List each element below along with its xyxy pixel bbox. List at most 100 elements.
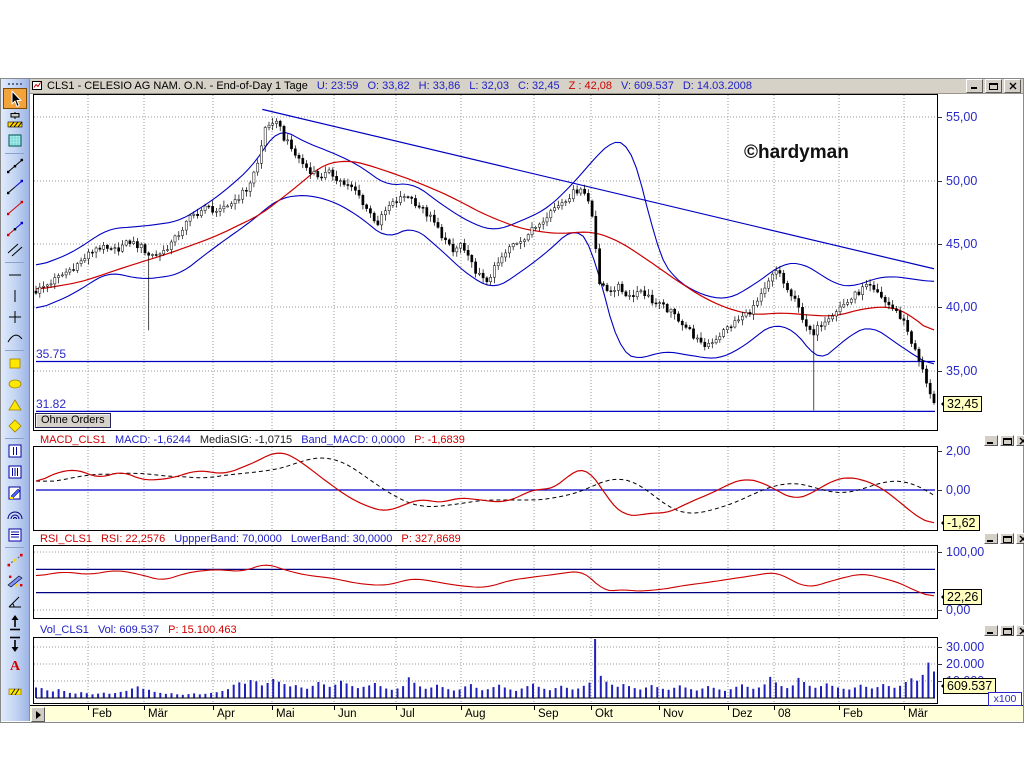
line-redblue-icon bbox=[5, 220, 25, 238]
macd-chart[interactable] bbox=[33, 446, 938, 531]
split3-icon bbox=[5, 463, 25, 481]
axis-tick bbox=[937, 552, 942, 553]
month-label: Okt bbox=[595, 708, 613, 720]
angle-tool[interactable] bbox=[3, 592, 27, 612]
window-close-button[interactable] bbox=[1004, 78, 1021, 93]
vol-pane-maximize-button[interactable] bbox=[1000, 625, 1014, 636]
price-axis-label: 55,00 bbox=[946, 110, 978, 124]
toolbar-separator bbox=[5, 262, 24, 263]
rsi-chart[interactable] bbox=[33, 545, 938, 619]
axis-tick bbox=[937, 664, 942, 665]
notes-tool[interactable] bbox=[3, 525, 27, 545]
month-tick bbox=[659, 706, 660, 710]
header-field: UppperBand: 70,0000 bbox=[174, 533, 282, 545]
axis-tick bbox=[937, 490, 942, 491]
cross-icon bbox=[5, 308, 25, 326]
header-field: V: 609.537 bbox=[621, 79, 674, 92]
header-field: RSI_CLS1 bbox=[40, 533, 92, 545]
volume-header: Vol_CLS1 Vol: 609.537 P: 15.100.463 bbox=[40, 624, 246, 636]
month-label: Apr bbox=[217, 708, 235, 720]
macd-header: MACD_CLS1 MACD: -1,6244 MediaSIG: -1,0715 B… bbox=[40, 434, 474, 446]
price-chart[interactable] bbox=[33, 94, 938, 431]
volume-chart[interactable] bbox=[33, 637, 938, 704]
split-two-tool[interactable] bbox=[3, 441, 27, 461]
trendline-blue-tool[interactable] bbox=[3, 177, 27, 197]
orders-button[interactable]: Ohne Orders bbox=[35, 413, 111, 428]
month-label: Nov bbox=[663, 708, 684, 720]
rsi-pane-maximize-button[interactable] bbox=[1000, 533, 1014, 544]
diamond-tool[interactable] bbox=[3, 416, 27, 436]
volume-axis-label: 30.000 bbox=[946, 640, 985, 654]
window-titlebar[interactable]: CLS1 - CELESIO AG NAM. O.N. - End-of-Day… bbox=[30, 78, 1024, 94]
vol-pane-close-button[interactable] bbox=[1016, 625, 1024, 636]
window-title: CLS1 - CELESIO AG NAM. O.N. - End-of-Day… bbox=[47, 80, 761, 92]
rsi-header: RSI_CLS1 RSI: 22,2576 UppperBand: 70,0000 L… bbox=[40, 533, 470, 545]
more-tool[interactable] bbox=[3, 676, 27, 696]
header-field: P: -1,6839 bbox=[414, 434, 465, 446]
window-minimize-button[interactable] bbox=[966, 78, 983, 93]
scroll-right-button[interactable] bbox=[31, 707, 45, 722]
trendline-red-tool[interactable] bbox=[3, 198, 27, 218]
text-tool[interactable]: A bbox=[3, 655, 27, 675]
cross-tool[interactable] bbox=[3, 307, 27, 327]
watermark: ©hardyman bbox=[744, 142, 849, 163]
edit-chart-tool[interactable] bbox=[3, 483, 27, 503]
header-field: U: 23:59 bbox=[316, 79, 359, 92]
header-field: Band_MACD: 0,0000 bbox=[301, 434, 406, 446]
last-price-tag: 32,45 bbox=[940, 396, 983, 412]
rectangle-tool[interactable] bbox=[3, 353, 27, 373]
month-label: 08 bbox=[778, 708, 791, 720]
month-tick bbox=[144, 706, 145, 710]
vol-pane-minimize-button[interactable] bbox=[984, 625, 998, 636]
rect-yellow-icon bbox=[5, 354, 25, 372]
header-field: P: 15.100.463 bbox=[168, 624, 237, 636]
freehand-icon bbox=[5, 572, 25, 590]
fibonacci-arcs-tool[interactable] bbox=[3, 504, 27, 524]
toolbar-grip[interactable] bbox=[0, 80, 29, 87]
freehand-draw-tool[interactable] bbox=[3, 571, 27, 591]
parallel-lines-tool[interactable] bbox=[3, 240, 27, 260]
price-axis-label: 50,00 bbox=[946, 174, 978, 188]
arrow-down-tool[interactable] bbox=[3, 634, 27, 654]
ellipse-tool[interactable] bbox=[3, 374, 27, 394]
rsi-pane-minimize-button[interactable] bbox=[984, 533, 998, 544]
trendline-multi-tool[interactable] bbox=[3, 219, 27, 239]
pointer-tool[interactable] bbox=[2, 88, 27, 109]
price-axis-label: 45,00 bbox=[946, 237, 978, 251]
horizontal-line-tool[interactable] bbox=[3, 265, 27, 285]
pin-tool[interactable] bbox=[3, 110, 27, 130]
header-field: CLS1 - CELESIO AG NAM. O.N. - End-of-Day… bbox=[47, 79, 308, 92]
macd-pane-close-button[interactable] bbox=[1016, 435, 1024, 446]
right-triangle-icon bbox=[36, 710, 41, 719]
axis-tick bbox=[937, 244, 942, 245]
vertical-line-tool[interactable] bbox=[3, 286, 27, 306]
regression-tool[interactable] bbox=[3, 550, 27, 570]
line-red-icon bbox=[5, 199, 25, 217]
rsi-pane-close-button[interactable] bbox=[1016, 533, 1024, 544]
vline-icon bbox=[5, 287, 25, 305]
drawing-toolbar: A bbox=[0, 78, 30, 721]
month-tick bbox=[728, 706, 729, 710]
hline-icon bbox=[5, 266, 25, 284]
curve-tool[interactable] bbox=[3, 328, 27, 348]
rsi-axis-label: 100,00 bbox=[946, 545, 985, 559]
macd-pane-maximize-button[interactable] bbox=[1000, 435, 1014, 446]
month-label: Mai bbox=[276, 708, 295, 720]
triangle-tool[interactable] bbox=[3, 395, 27, 415]
header-field: P: 327,8689 bbox=[401, 533, 461, 545]
pin-icon bbox=[5, 111, 25, 129]
split-three-tool[interactable] bbox=[3, 462, 27, 482]
rsi-pane-controls bbox=[984, 533, 1024, 544]
toolbar-separator bbox=[5, 438, 24, 439]
time-axis[interactable]: Feb Mär Apr Mai Jun Jul Aug Sep Okt Nov Dez 08 Feb Mä… bbox=[30, 705, 1023, 722]
window-maximize-button[interactable] bbox=[985, 78, 1002, 93]
trendline-tool[interactable] bbox=[3, 156, 27, 176]
axis-tick bbox=[937, 117, 942, 118]
angle-icon bbox=[5, 593, 25, 611]
month-tick bbox=[904, 706, 905, 710]
rsi-value-tag: 22,26 bbox=[940, 589, 983, 605]
support-level-label: 35.75 bbox=[36, 347, 67, 362]
zoom-box-tool[interactable] bbox=[3, 131, 27, 151]
arrow-up-tool[interactable] bbox=[3, 613, 27, 633]
macd-pane-minimize-button[interactable] bbox=[984, 435, 998, 446]
